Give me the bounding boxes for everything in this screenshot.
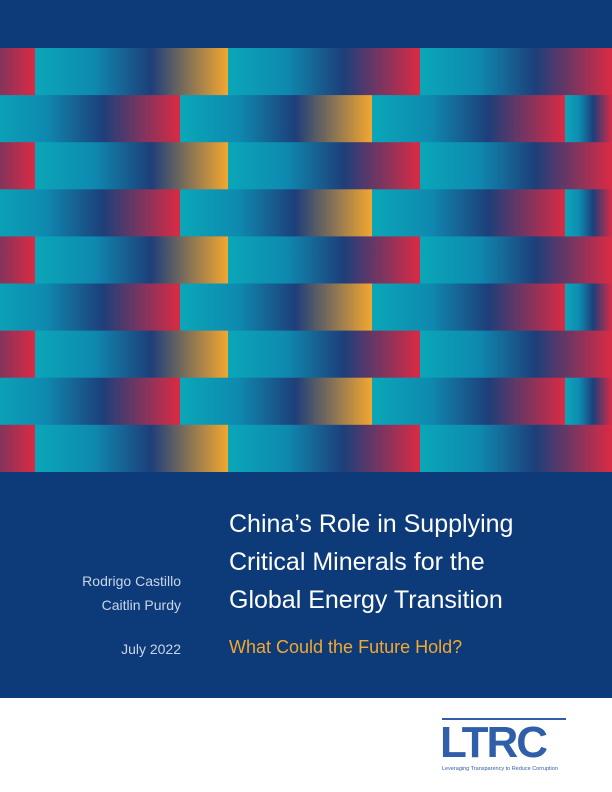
pattern-tile xyxy=(420,48,612,96)
author: Rodrigo Castillo xyxy=(82,573,181,589)
pattern-tile xyxy=(0,236,36,284)
pattern-tile xyxy=(0,142,36,190)
title-line: China’s Role in Supplying xyxy=(229,510,514,538)
pattern-tile xyxy=(0,189,181,237)
gradient-pattern xyxy=(0,48,612,472)
pattern-tile xyxy=(0,330,36,379)
subtitle: What Could the Future Hold? xyxy=(229,637,463,657)
pattern-tile xyxy=(0,377,181,426)
pattern-tile xyxy=(0,95,181,143)
pattern-tile xyxy=(35,142,229,190)
pattern-tile xyxy=(565,377,612,426)
pattern-tile xyxy=(372,189,566,237)
author: Caitlin Purdy xyxy=(101,597,181,613)
logo-rule xyxy=(442,718,566,720)
pattern-tile xyxy=(420,424,612,472)
title-line: Critical Minerals for the xyxy=(229,548,485,576)
pattern-tile xyxy=(228,142,421,190)
pattern-tile xyxy=(228,48,421,96)
pattern-tile xyxy=(565,189,612,237)
pattern-tile xyxy=(372,95,566,143)
pattern-tile xyxy=(420,142,612,190)
pattern-tile xyxy=(0,48,36,96)
pattern-tile xyxy=(420,330,612,379)
pattern-tile xyxy=(0,424,36,472)
pattern-tile xyxy=(180,189,373,237)
pattern-tile xyxy=(180,283,373,332)
pattern-tile xyxy=(228,236,421,284)
pattern-tile xyxy=(35,236,229,284)
logo-tagline: Leveraging Transparency to Reduce Corrup… xyxy=(442,766,558,772)
pattern-tile xyxy=(0,283,181,332)
pattern-tile xyxy=(228,424,421,472)
logo: LTRC xyxy=(440,718,548,767)
pattern-tile xyxy=(35,330,229,379)
pattern-tile xyxy=(372,377,566,426)
title-line: Global Energy Transition xyxy=(229,586,503,614)
pattern-tile xyxy=(180,377,373,426)
pattern-tile xyxy=(35,48,229,96)
pattern-tile xyxy=(420,236,612,284)
pattern-tile xyxy=(565,283,612,332)
pattern-tile xyxy=(565,95,612,143)
date: July 2022 xyxy=(121,641,181,657)
pattern-tile xyxy=(228,330,421,379)
pattern-tile xyxy=(372,283,566,332)
pattern-tile xyxy=(35,424,229,472)
pattern-tile xyxy=(180,95,373,143)
